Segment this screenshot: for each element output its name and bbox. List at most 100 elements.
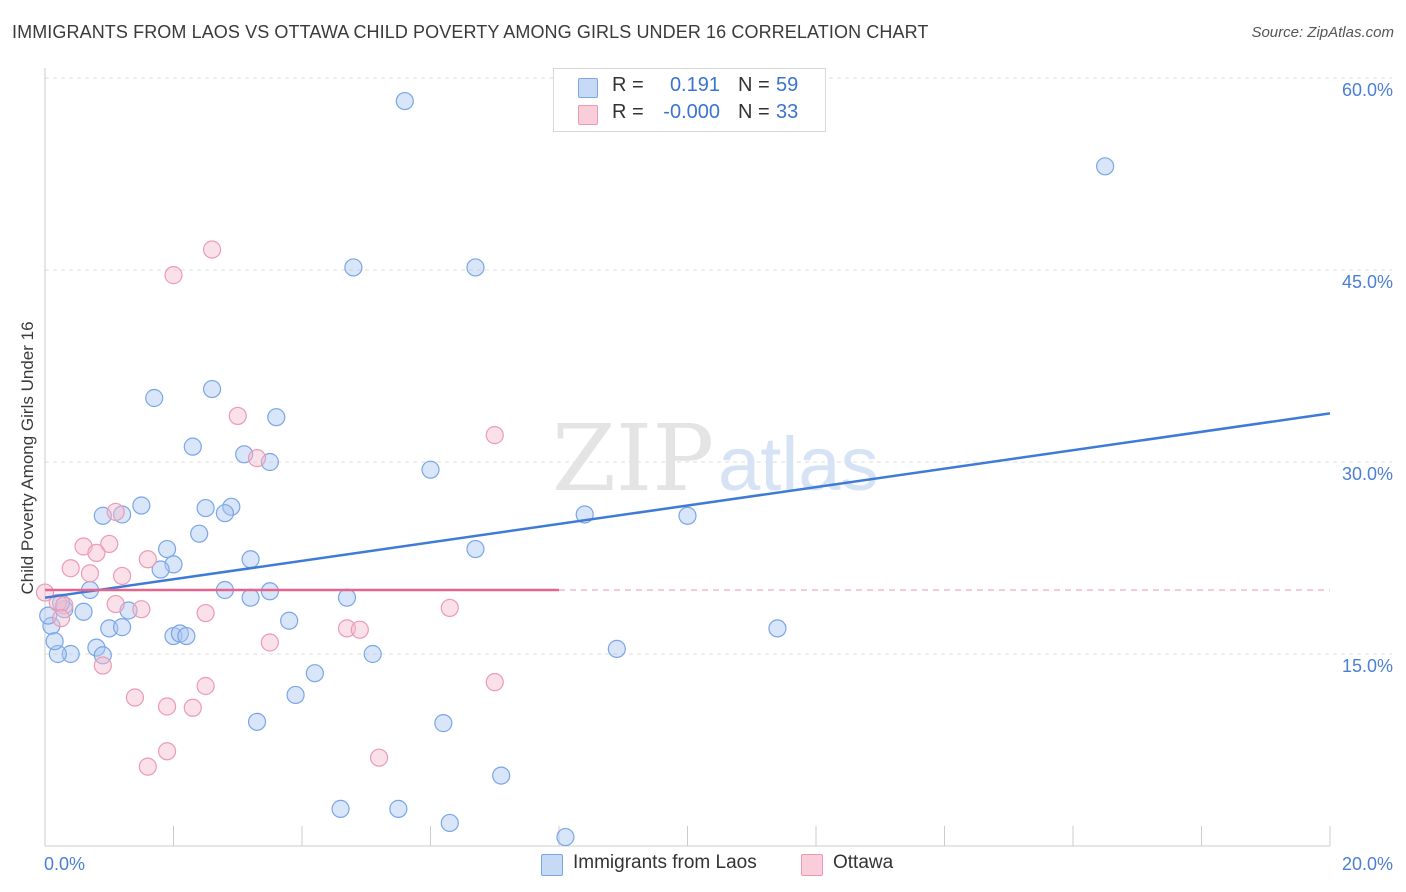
tick-labels: 15.0% 30.0% 45.0% 60.0% 0.0% 20.0% <box>44 80 1393 874</box>
point-ottawa <box>100 534 119 554</box>
point-laos <box>215 504 234 523</box>
point-laos <box>183 437 202 456</box>
point-laos <box>241 588 260 607</box>
point-ottawa <box>196 676 215 696</box>
legend-n-label: N = <box>738 101 770 123</box>
watermark-zip: ZIP <box>552 405 714 512</box>
point-laos <box>389 799 408 818</box>
point-laos <box>196 498 215 518</box>
point-ottawa <box>93 656 112 675</box>
point-laos <box>260 582 279 601</box>
trend-lines <box>44 412 1331 599</box>
point-ottawa <box>440 598 459 618</box>
legend-n-label: N = <box>738 74 770 96</box>
point-laos <box>112 618 132 637</box>
source-label: Source: ZipAtlas.com <box>1251 24 1394 41</box>
legend-swatch-ottawa <box>578 105 598 125</box>
legend-row-ottawa: R = -0.000 N = 33 <box>554 101 825 127</box>
point-laos <box>678 506 697 525</box>
point-laos <box>61 644 80 664</box>
x-tick-label-max: 20.0% <box>1342 854 1393 874</box>
bottom-legend-swatch-ottawa <box>801 854 823 876</box>
point-ottawa <box>164 266 183 285</box>
point-laos <box>74 602 93 621</box>
point-laos <box>247 712 267 731</box>
point-laos <box>395 91 414 111</box>
legend-swatch-laos <box>578 78 598 98</box>
point-ottawa <box>87 543 106 562</box>
bottom-legend-label-ottawa: Ottawa <box>833 852 894 873</box>
point-laos <box>145 388 164 408</box>
watermark: ZIP atlas <box>552 405 879 512</box>
y-tick-label: 15.0% <box>1342 656 1393 676</box>
y-axis-label-group: Child Poverty Among Girls Under 16 <box>18 321 37 594</box>
point-laos <box>492 766 511 785</box>
point-ottawa <box>485 426 504 445</box>
point-laos <box>1096 157 1115 176</box>
point-laos <box>768 619 787 638</box>
point-ottawa <box>125 688 145 707</box>
point-ottawa <box>228 406 247 426</box>
point-laos <box>267 408 286 427</box>
trend-line-laos <box>44 412 1331 599</box>
point-ottawa <box>260 633 279 652</box>
legend-r-label: R = <box>612 101 644 123</box>
point-ottawa <box>61 559 80 578</box>
point-laos <box>132 496 151 515</box>
point-laos <box>305 664 324 683</box>
point-laos <box>286 685 305 705</box>
point-ottawa <box>196 603 215 623</box>
bottom-legend-swatch-laos <box>541 854 563 876</box>
legend-r-label: R = <box>612 74 644 96</box>
chart-title: IMMIGRANTS FROM LAOS VS OTTAWA CHILD POV… <box>12 22 929 42</box>
y-tick-label: 60.0% <box>1342 80 1393 100</box>
point-laos <box>45 632 64 651</box>
point-laos <box>280 611 299 630</box>
point-laos <box>466 539 485 559</box>
correlation-legend: R = 0.191 N = 59 R = -0.000 N = 33 <box>553 68 826 132</box>
point-laos <box>93 646 112 665</box>
point-ottawa <box>80 564 100 583</box>
legend-n-value: 59 <box>776 74 799 96</box>
point-laos <box>177 626 196 646</box>
legend-n-value: 33 <box>776 101 799 123</box>
legend-row-laos: R = 0.191 N = 59 <box>554 74 825 100</box>
point-laos <box>344 258 363 277</box>
point-ottawa <box>157 742 177 761</box>
point-ottawa <box>350 620 369 639</box>
point-ottawa <box>106 502 125 522</box>
y-axis-label: Child Poverty Among Girls Under 16 <box>18 321 37 594</box>
point-laos <box>466 258 485 277</box>
point-laos <box>607 639 626 658</box>
point-laos <box>421 460 440 479</box>
point-ottawa <box>138 550 157 569</box>
y-tick-label: 30.0% <box>1342 464 1393 484</box>
bottom-legend-label-laos: Immigrants from Laos <box>573 852 757 873</box>
point-laos <box>202 379 222 399</box>
point-laos <box>434 714 453 733</box>
y-tick-label: 45.0% <box>1342 272 1393 292</box>
point-ottawa <box>132 600 151 619</box>
point-ottawa <box>112 566 132 586</box>
point-laos <box>42 616 61 635</box>
point-ottawa <box>138 757 157 776</box>
point-ottawa <box>370 748 389 767</box>
point-ottawa <box>157 697 177 716</box>
point-laos <box>440 813 459 833</box>
point-laos <box>363 644 382 664</box>
legend-r-value: 0.191 <box>669 74 720 96</box>
point-ottawa <box>247 449 267 468</box>
point-ottawa <box>106 594 125 614</box>
watermark-atlas: atlas <box>718 422 879 507</box>
point-ottawa <box>485 673 504 692</box>
legend-r-value: -0.000 <box>663 101 720 123</box>
point-laos <box>151 560 170 579</box>
point-ottawa <box>51 609 71 628</box>
point-laos <box>556 827 575 847</box>
grid-lines <box>45 77 1392 655</box>
point-ottawa <box>202 240 222 259</box>
point-laos <box>190 524 209 543</box>
point-laos <box>157 539 177 559</box>
point-laos <box>337 588 357 607</box>
